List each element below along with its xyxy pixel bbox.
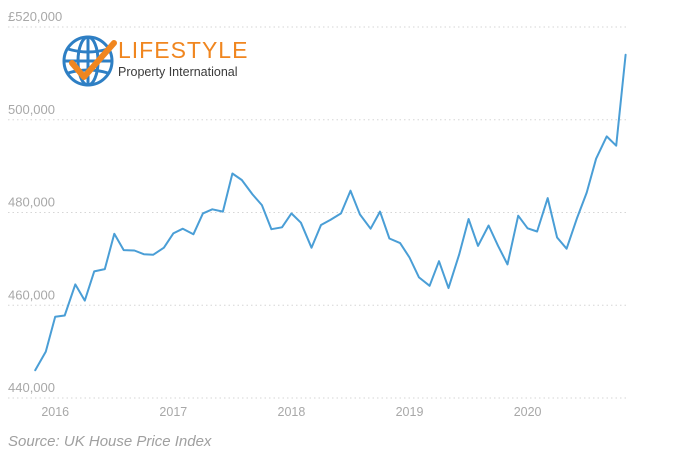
x-tick-label: 2020	[514, 405, 542, 419]
y-tick-label: 440,000	[8, 380, 55, 395]
y-axis-ticks: 440,000 460,000 480,000 500,000 £520,000	[8, 9, 62, 395]
y-tick-label: 460,000	[8, 287, 55, 302]
x-tick-label: 2018	[278, 405, 306, 419]
y-tick-label: 480,000	[8, 195, 55, 210]
logo-subtitle: Property International	[118, 65, 238, 79]
x-tick-label: 2016	[41, 405, 69, 419]
y-tick-label: 500,000	[8, 102, 55, 117]
x-tick-label: 2019	[396, 405, 424, 419]
globe-check-icon	[62, 35, 117, 87]
series-line	[34, 53, 627, 372]
logo: LIFESTYLE Property International	[60, 33, 250, 93]
x-tick-label: 2017	[159, 405, 187, 419]
source-note: Source: UK House Price Index	[8, 433, 212, 450]
x-axis-ticks: 2016 2017 2018 2019 2020	[41, 405, 541, 419]
logo-title: LIFESTYLE	[118, 37, 249, 63]
y-tick-label: £520,000	[8, 9, 62, 24]
